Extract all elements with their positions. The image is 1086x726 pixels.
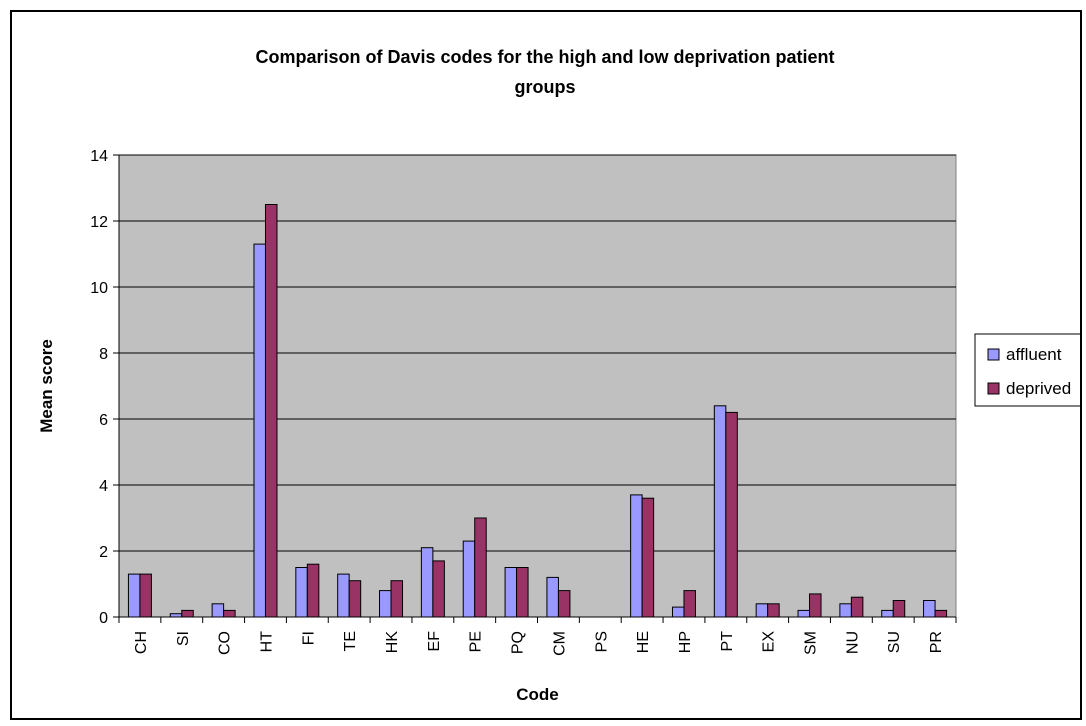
y-tick-label-10: 10 bbox=[90, 280, 108, 297]
bar-affluent-CO bbox=[211, 603, 225, 618]
x-axis-title: Code bbox=[516, 685, 559, 704]
bar-affluent-SI bbox=[169, 613, 183, 618]
x-tick-label-SU: SU bbox=[886, 631, 903, 653]
x-tick-label-PR: PR bbox=[928, 631, 945, 653]
x-tick-label-TE: TE bbox=[342, 631, 359, 651]
chart-frame: Comparison of Davis codes for the high a… bbox=[10, 10, 1082, 720]
bar-affluent-EF bbox=[420, 547, 434, 618]
x-tick-label-CH: CH bbox=[133, 631, 150, 654]
bar-affluent-SU bbox=[881, 609, 894, 618]
chart-title-line-1: Comparison of Davis codes for the high a… bbox=[255, 47, 834, 67]
x-tick-label-PS: PS bbox=[593, 631, 610, 652]
y-axis-title: Mean score bbox=[37, 339, 56, 433]
legend-swatch-affluent bbox=[987, 348, 1000, 361]
bar-deprived-PQ bbox=[516, 567, 529, 618]
x-tick-label-PT: PT bbox=[719, 631, 736, 652]
x-tick-label-EF: EF bbox=[426, 631, 443, 652]
bar-affluent-PE bbox=[462, 540, 476, 618]
bar-affluent-HE bbox=[630, 494, 643, 618]
bar-affluent-PT bbox=[713, 405, 727, 618]
x-tick-label-NU: NU bbox=[844, 631, 861, 654]
x-tick-label-SM: SM bbox=[803, 631, 820, 655]
bar-affluent-NU bbox=[839, 603, 852, 618]
bar-deprived-PR bbox=[934, 609, 948, 618]
x-tick-label-CM: CM bbox=[551, 631, 568, 656]
legend-swatch-deprived bbox=[987, 382, 1000, 395]
y-tick-label-14: 14 bbox=[90, 148, 108, 165]
legend: affluent deprived bbox=[974, 333, 1080, 407]
chart-title-line-2: groups bbox=[515, 77, 576, 97]
bar-affluent-HK bbox=[379, 590, 392, 618]
bar-chart: Comparison of Davis codes for the high a… bbox=[37, 47, 1080, 704]
x-tick-label-PQ: PQ bbox=[510, 631, 527, 654]
x-tick-label-HT: HT bbox=[258, 631, 275, 653]
y-tick-label-6: 6 bbox=[99, 412, 108, 429]
bar-deprived-EF bbox=[432, 560, 445, 618]
x-tick-label-PE: PE bbox=[468, 631, 485, 652]
bar-deprived-HP bbox=[683, 590, 696, 618]
y-tick-label-2: 2 bbox=[99, 544, 108, 561]
bar-affluent-HP bbox=[671, 606, 685, 618]
x-tick-label-HE: HE bbox=[635, 631, 652, 653]
bar-deprived-CH bbox=[139, 573, 152, 618]
bar-deprived-CO bbox=[223, 609, 236, 618]
x-tick-label-FI: FI bbox=[300, 631, 317, 645]
x-tick-label-EX: EX bbox=[761, 631, 778, 653]
bar-deprived-SU bbox=[892, 600, 906, 618]
bar-affluent-SM bbox=[797, 609, 811, 618]
bar-deprived-PT bbox=[725, 411, 738, 618]
bar-affluent-HT bbox=[253, 243, 266, 618]
x-tick-label-CO: CO bbox=[217, 631, 234, 655]
bar-deprived-CM bbox=[557, 590, 571, 618]
y-tick-label-4: 4 bbox=[99, 478, 108, 495]
legend-label-deprived: deprived bbox=[1006, 379, 1071, 398]
bar-affluent-TE bbox=[337, 573, 350, 618]
x-tick-label-HP: HP bbox=[677, 631, 694, 653]
bar-deprived-SM bbox=[809, 593, 822, 618]
bar-deprived-PE bbox=[474, 517, 487, 618]
bar-affluent-CH bbox=[127, 573, 141, 618]
bar-deprived-HK bbox=[390, 580, 404, 618]
legend-label-affluent: affluent bbox=[1006, 345, 1062, 364]
bar-deprived-TE bbox=[348, 580, 362, 618]
bar-affluent-FI bbox=[295, 567, 308, 618]
x-tick-label-HK: HK bbox=[384, 631, 401, 654]
bar-deprived-EX bbox=[767, 603, 780, 618]
bar-deprived-FI bbox=[306, 563, 320, 618]
bar-affluent-EX bbox=[755, 603, 769, 618]
y-tick-label-0: 0 bbox=[99, 610, 108, 627]
bar-affluent-PQ bbox=[504, 567, 518, 618]
y-tick-label-8: 8 bbox=[99, 346, 108, 363]
bar-deprived-HE bbox=[641, 497, 655, 618]
bar-deprived-SI bbox=[181, 609, 194, 618]
y-tick-label-12: 12 bbox=[90, 214, 108, 231]
bar-deprived-HT bbox=[264, 204, 278, 618]
bar-deprived-NU bbox=[850, 596, 864, 618]
x-tick-label-SI: SI bbox=[175, 631, 192, 646]
bar-affluent-PR bbox=[923, 600, 936, 618]
plot-area bbox=[118, 154, 957, 618]
bar-affluent-CM bbox=[546, 576, 559, 618]
